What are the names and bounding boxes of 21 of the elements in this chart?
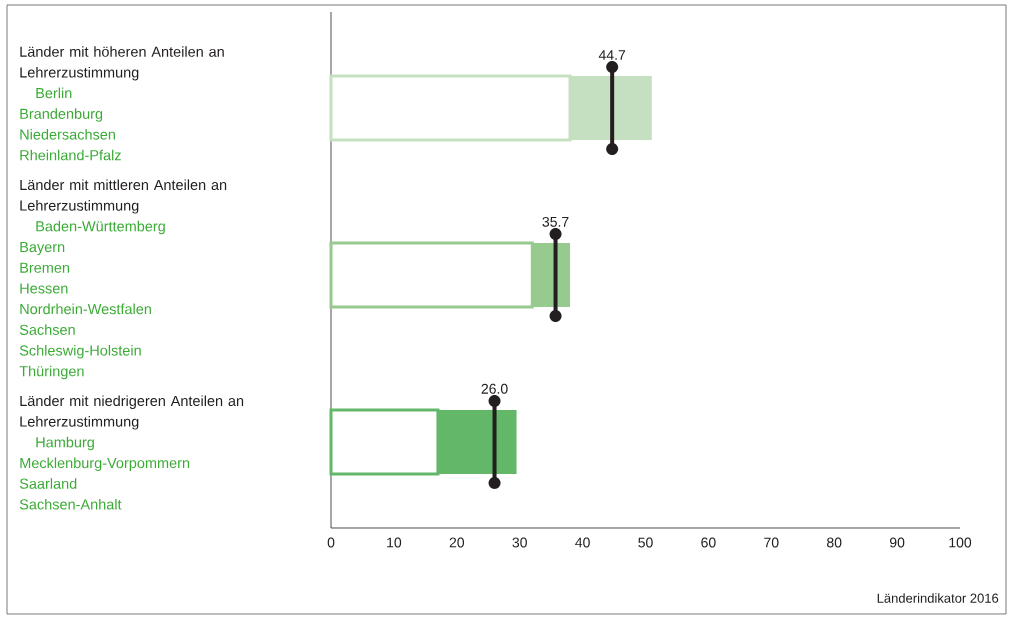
x-tick-label: 50 xyxy=(638,537,653,548)
data-label: 35.7 xyxy=(542,216,569,227)
x-tick-label: 80 xyxy=(827,537,842,548)
data-label: 26.0 xyxy=(481,383,508,394)
text: Hamburg Mecklenburg-Vorpommern Saarland Sachsen-Anhalt xyxy=(19,436,190,510)
y-tick-label: Länder mit mittleren Anteilen an Lehrerzustimmung xyxy=(20,179,227,214)
text: Länderindikator 2016 xyxy=(877,593,999,603)
text: Baden-Württemberg Bayern Bremen Hessen Nordrhein-Westfalen Sachsen Schleswig-Holstein Thüringen xyxy=(19,220,165,380)
data-label: 44.7 xyxy=(598,50,626,60)
x-tick-label: 20 xyxy=(449,537,465,548)
x-tick-label: 0 xyxy=(327,537,335,548)
x-tick-label: 30 xyxy=(512,537,527,548)
x-tick-label: 70 xyxy=(764,537,779,548)
x-tick-label: 60 xyxy=(701,537,716,548)
y-tick-label: Länder mit niedrigeren Anteilen an Lehrerzustimmung xyxy=(20,395,244,430)
x-tick-label: 40 xyxy=(575,537,590,548)
x-tick-label: 100 xyxy=(949,537,972,548)
x-tick-label: 10 xyxy=(387,537,402,548)
y-tick-label: Länder mit höheren Anteilen an Lehrerzustimmung xyxy=(20,46,224,81)
x-tick-label: 90 xyxy=(889,537,905,548)
text: Berlin Brandenburg Niedersachsen Rheinland-Pfalz xyxy=(20,87,121,161)
